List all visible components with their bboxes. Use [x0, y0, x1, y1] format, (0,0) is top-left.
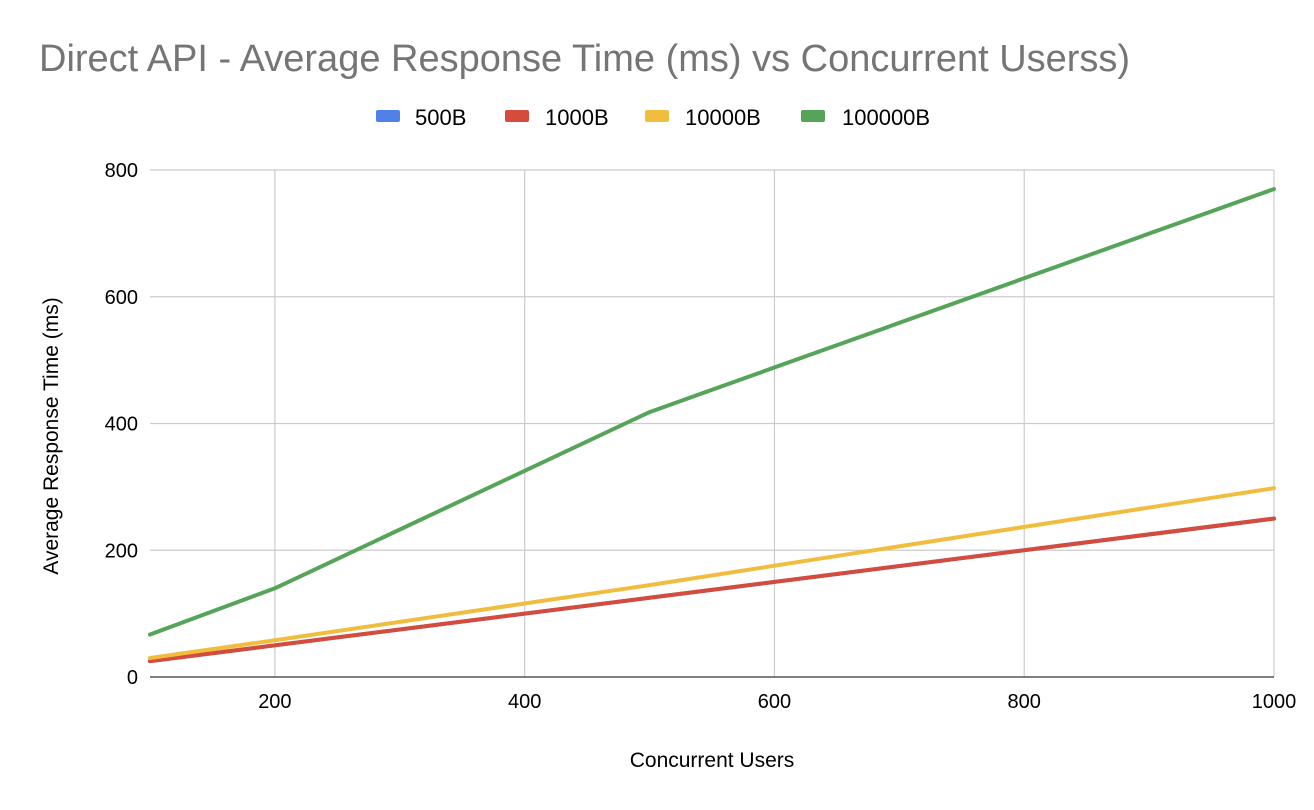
x-tick-label: 600	[758, 691, 791, 713]
x-tick-label: 1000	[1252, 691, 1297, 713]
legend-swatch-100000b	[801, 110, 825, 122]
y-axis-title: Average Response Time (ms)	[40, 297, 63, 574]
legend-label-1000b: 1000B	[545, 105, 609, 130]
legend-swatch-500b	[376, 110, 400, 122]
legend-item-10000b[interactable]: 10000B	[645, 105, 761, 130]
legend-label-500b: 500B	[415, 105, 466, 130]
x-tick-label: 800	[1008, 691, 1041, 713]
legend-label-100000b: 100000B	[842, 105, 930, 130]
series-layer	[148, 187, 1276, 664]
chart-title: Direct API - Average Response Time (ms) …	[39, 38, 1130, 80]
y-tick-label: 600	[105, 287, 138, 309]
legend-swatch-10000b	[645, 110, 669, 122]
y-tick-label: 800	[105, 160, 138, 182]
plot-area: 0 200 400 600 800 200 400 600 800 1000	[105, 160, 1297, 713]
x-tick-label: 400	[508, 691, 541, 713]
legend-item-100000b[interactable]: 100000B	[801, 105, 930, 130]
y-tick-label: 0	[127, 667, 138, 689]
axis-layer: 0 200 400 600 800 200 400 600 800 1000	[105, 160, 1297, 713]
legend-item-1000b[interactable]: 1000B	[505, 105, 609, 130]
series-line-1000b[interactable]	[148, 516, 1276, 664]
grid-layer	[150, 169, 1275, 677]
x-axis-title: Concurrent Users	[630, 749, 795, 772]
legend-item-500b[interactable]: 500B	[376, 105, 466, 130]
y-tick-label: 400	[105, 414, 138, 436]
legend-label-10000b: 10000B	[685, 105, 761, 130]
legend-swatch-1000b	[505, 110, 529, 122]
x-tick-label: 200	[258, 691, 291, 713]
series-line-100000b[interactable]	[148, 187, 1276, 637]
y-tick-label: 200	[105, 540, 138, 562]
series-line-10000b[interactable]	[148, 486, 1276, 660]
legend: 500B 1000B 10000B 100000B	[376, 105, 930, 130]
